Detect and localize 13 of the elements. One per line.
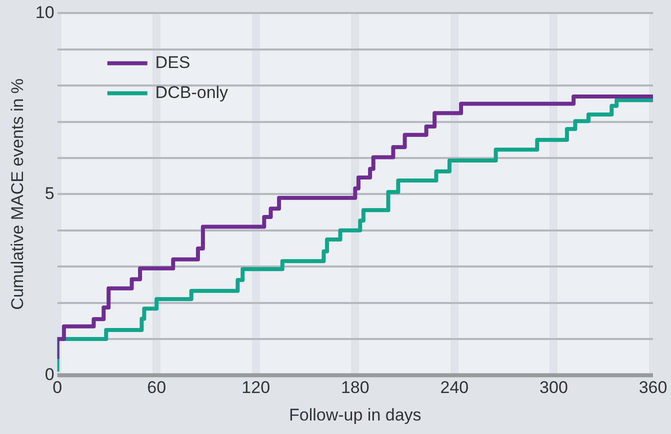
y-tick-label: 5 bbox=[44, 184, 54, 203]
y-tick-label: 10 bbox=[35, 2, 54, 22]
legend-label: DCB-only bbox=[155, 82, 229, 102]
legend-label: DES bbox=[155, 52, 190, 72]
x-tick-label: 360 bbox=[638, 378, 668, 398]
x-tick-label: 60 bbox=[147, 378, 166, 398]
x-axis-title: Follow-up in days bbox=[289, 405, 422, 424]
x-tick-label: 180 bbox=[340, 378, 370, 398]
x-tick-label: 120 bbox=[242, 378, 270, 398]
x-tick-label: 300 bbox=[540, 378, 568, 398]
y-tick-label: 0 bbox=[44, 364, 54, 384]
y-axis-title: Cumulative MACE events in % bbox=[8, 78, 27, 310]
x-tick-label: 240 bbox=[440, 378, 469, 398]
